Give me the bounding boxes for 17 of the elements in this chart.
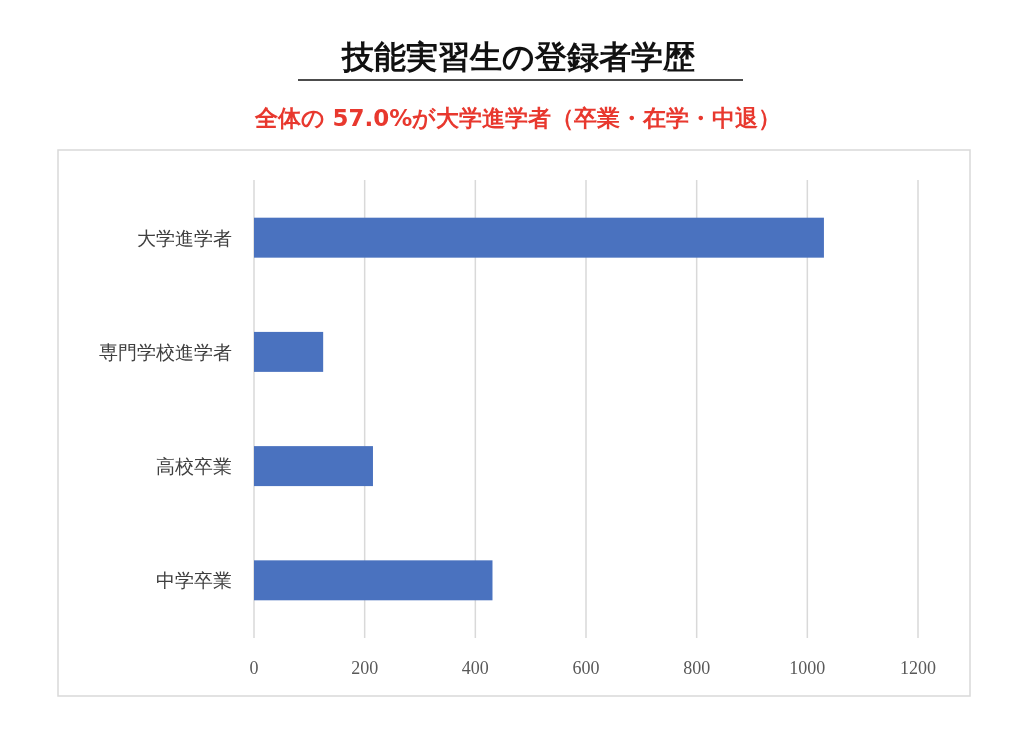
y-tick-label: 専門学校進学者 (99, 341, 232, 363)
chart-subtitle: 全体の 57.0%が大学進学者（卒業・在学・中退） (253, 105, 782, 131)
x-tick-label: 1200 (900, 658, 936, 678)
x-tick-label: 200 (351, 658, 379, 678)
chart-title: 技能実習生の登録者学歴 (340, 38, 695, 76)
y-tick-label: 大学進学者 (137, 227, 232, 249)
x-tick-label: 1000 (789, 658, 826, 678)
bar (254, 217, 824, 258)
x-tick-label: 0 (249, 658, 259, 678)
x-tick-label: 600 (572, 658, 600, 678)
y-tick-label: 高校卒業 (156, 456, 232, 478)
y-tick-label: 中学卒業 (156, 570, 232, 592)
bar (254, 560, 493, 601)
bar (254, 331, 324, 372)
x-tick-label: 400 (461, 658, 489, 678)
x-tick-label: 800 (683, 658, 711, 678)
bar (254, 446, 373, 487)
